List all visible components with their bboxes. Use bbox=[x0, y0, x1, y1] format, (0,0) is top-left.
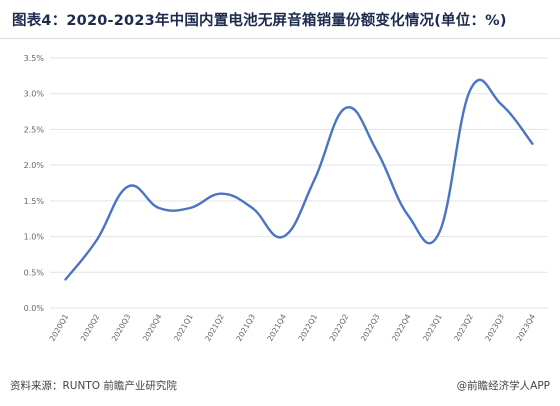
x-tick-label: 2021Q1 bbox=[172, 312, 195, 342]
x-tick-label: 2020Q4 bbox=[141, 312, 164, 342]
x-tick-label: 2020Q2 bbox=[79, 312, 102, 342]
y-axis-ticks: 0.0% 0.5% 1.0% 1.5% 2.0% 2.5% 3.0% 3.5% bbox=[24, 54, 45, 313]
y-tick-label: 2.0% bbox=[24, 161, 45, 170]
title-divider bbox=[0, 38, 560, 39]
brand-label: @前瞻经济学人APP bbox=[456, 380, 550, 392]
x-tick-label: 2023Q1 bbox=[421, 312, 444, 342]
x-tick-label: 2022Q4 bbox=[390, 312, 413, 342]
source-note: 资料来源：RUNTO 前瞻产业研究院 bbox=[10, 380, 177, 392]
x-tick-label: 2023Q4 bbox=[514, 312, 537, 342]
x-tick-label: 2021Q3 bbox=[234, 312, 257, 342]
y-tick-label: 1.0% bbox=[24, 233, 45, 242]
x-tick-label: 2020Q1 bbox=[48, 312, 71, 342]
x-tick-label: 2022Q2 bbox=[328, 312, 351, 342]
y-tick-label: 3.5% bbox=[24, 54, 45, 63]
y-tick-label: 0.0% bbox=[24, 304, 45, 313]
x-tick-label: 2023Q2 bbox=[452, 312, 475, 342]
x-tick-label: 2021Q4 bbox=[265, 312, 288, 342]
series-layer bbox=[64, 78, 534, 281]
x-tick-label: 2021Q2 bbox=[203, 312, 226, 342]
y-tick-label: 2.5% bbox=[24, 125, 45, 134]
y-tick-label: 3.0% bbox=[24, 90, 45, 99]
x-tick-label: 2023Q3 bbox=[483, 312, 506, 342]
x-tick-label: 2022Q3 bbox=[359, 312, 382, 342]
series-line bbox=[64, 78, 534, 281]
y-tick-label: 0.5% bbox=[24, 268, 45, 277]
x-tick-label: 2020Q3 bbox=[110, 312, 133, 342]
x-tick-label: 2022Q1 bbox=[297, 312, 320, 342]
grid-lines bbox=[50, 57, 548, 309]
y-tick-label: 1.5% bbox=[24, 197, 45, 206]
x-axis-ticks: 2020Q1 2020Q2 2020Q3 2020Q4 2021Q1 2021Q2 2021… bbox=[48, 312, 538, 342]
chart-title: 图表4：2020-2023年中国内置电池无屏音箱销量份额变化情况(单位：%) bbox=[12, 13, 507, 29]
line-chart: 0.0%0.5%1.0%1.5%2.0%2.5%3.0%3.5% 2020Q1 2… bbox=[24, 54, 548, 343]
